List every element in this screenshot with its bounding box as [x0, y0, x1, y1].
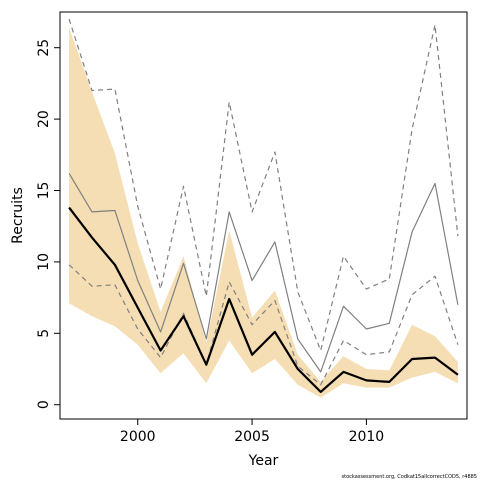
- series-line-main: [68, 206, 459, 393]
- series-line-secondary: [68, 173, 459, 373]
- y-axis-title: Recruits: [10, 187, 26, 244]
- y-tick-label-20: 20: [36, 110, 52, 128]
- y-tick-label-25: 25: [36, 39, 52, 57]
- y-tick-label-15: 15: [36, 182, 52, 200]
- confidence-band: [69, 27, 458, 398]
- x-tick-label-2005: 2005: [234, 429, 270, 445]
- footer-note: stockassessment.org, Codkat15allcorrectC…: [342, 474, 477, 480]
- y-tick-label-0: 0: [36, 400, 52, 409]
- x-tick-label-2010: 2010: [349, 429, 385, 445]
- x-axis-title: Year: [248, 453, 279, 469]
- series-lines-group: [68, 18, 459, 393]
- y-tick-label-10: 10: [36, 253, 52, 271]
- axes-group: 2000 2005 2010 0 5 10 15 20 25: [36, 39, 384, 445]
- x-tick-label-2000: 2000: [120, 429, 156, 445]
- series-line-secondary-lower: [68, 264, 459, 386]
- confidence-band-group: [69, 27, 458, 398]
- y-tick-label-5: 5: [36, 329, 52, 338]
- plot-frame: [59, 11, 468, 420]
